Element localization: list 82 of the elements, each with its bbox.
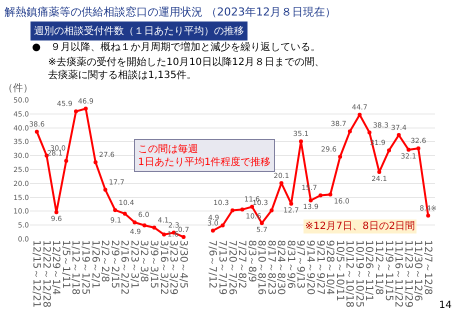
x-tick-label: 10/5～10/11 <box>334 240 345 302</box>
x-tick-label: 12/7～12/8 <box>422 240 433 295</box>
x-tick-label: 11/2～11/8 <box>372 240 384 295</box>
text: ※去痰薬の受付を開始した10月10日以降12月８日までの間、去痰薬に関する相談は1,135件。 <box>48 56 325 81</box>
point <box>367 130 372 135</box>
point <box>328 192 332 197</box>
x-tick-label: 2/23～3/1 <box>128 240 140 289</box>
point <box>279 181 284 186</box>
point <box>142 223 146 228</box>
x-tick-label: 8/17～8/23 <box>265 240 276 295</box>
point <box>34 130 39 134</box>
point <box>406 148 411 152</box>
point <box>64 158 68 163</box>
x-tick-label: 12/15～12/21 <box>30 240 42 308</box>
point <box>103 188 108 192</box>
x-tick-label: 3/23～3/29 <box>168 240 179 295</box>
x-tick-label: 9/7～9/13 <box>294 240 306 289</box>
x-tick-label: 3/30～4/5 <box>177 240 188 289</box>
chart-subtitle: 週別の相談受付件数（１日あたり平均）の推移 <box>34 25 244 37</box>
point <box>250 204 254 209</box>
point <box>318 193 323 198</box>
x-tick-label: 9/28～10/4 <box>324 240 336 295</box>
point <box>387 148 392 152</box>
point <box>122 212 127 216</box>
x-tick-label: 12/29～1/4 <box>50 240 62 295</box>
x-tick-label: 2/16～2/22 <box>118 240 130 295</box>
x-tick-label: 7/20～7/26 <box>226 240 238 295</box>
x-tick-label: 12/22～12/28 <box>40 240 52 308</box>
x-tick-label: 1/5～1/11 <box>60 240 71 289</box>
x-tick-label: 10/12～10/18 <box>344 240 355 308</box>
point <box>298 139 303 144</box>
point <box>54 210 58 214</box>
point <box>416 146 420 150</box>
x-tick-label: 10/19～10/25 <box>353 240 364 308</box>
point <box>162 232 166 237</box>
point <box>338 154 342 159</box>
x-tick-label: 10/26～11/1 <box>363 240 374 302</box>
x-tick-label: 1/19～1/25 <box>80 240 91 295</box>
point <box>220 223 225 228</box>
point <box>260 221 264 226</box>
point <box>152 226 156 230</box>
x-tick-label: 8/24～8/30 <box>275 240 286 295</box>
x-tick-label: 11/30～12/6 <box>412 240 424 302</box>
point <box>210 228 215 233</box>
x-tick-label: 2/9～2/15 <box>108 240 120 289</box>
x-tick-label: 9/21～9/27 <box>314 240 326 295</box>
point <box>426 214 430 218</box>
point <box>74 109 78 114</box>
x-tick-label: 8/10～8/16 <box>256 240 267 295</box>
point <box>308 198 313 202</box>
x-tick-label: 9/14～9/20 <box>304 240 316 295</box>
x-tick-label: 3/2～3/8 <box>138 240 150 282</box>
point <box>270 208 274 212</box>
x-tick-label: 3/16～3/22 <box>158 240 169 295</box>
point <box>182 235 186 240</box>
annotation: ※12月7日、8日の2日間 <box>305 221 416 232</box>
point <box>348 129 352 134</box>
point <box>132 220 137 224</box>
x-tick-label: 11/23～11/29 <box>402 240 414 308</box>
point <box>377 170 382 174</box>
point <box>230 208 234 212</box>
annotation: この間は毎週 1日あたり平均1件程度で推移 <box>138 143 271 168</box>
point <box>84 106 88 111</box>
x-tick-label: 2/2～2/8 <box>99 240 110 282</box>
x-tick-label: 3/9～3/15 <box>148 240 159 289</box>
point <box>289 202 294 206</box>
text: ● ９月以降、概ね１か月周期で増加と減少を繰り返している。 <box>32 41 321 53</box>
x-tick-label: 7/13～7/19 <box>216 240 228 295</box>
text: 14 <box>439 300 452 311</box>
x-tick-label: 8/3～8/9 <box>246 240 257 282</box>
x-tick-label: 1/12～1/18 <box>70 240 81 295</box>
x-tick-label: 7/6～7/12 <box>206 240 218 289</box>
x-tick-label: 11/16～11/22 <box>392 240 404 308</box>
x-tick-label: 8/31～9/6 <box>284 240 296 289</box>
point <box>240 208 244 212</box>
x-tick-label: 11/9～11/15 <box>382 240 394 302</box>
x-tick-label: 7/27～8/2 <box>236 240 248 289</box>
y-axis-title: （件） <box>3 83 33 94</box>
x-tick-label: 1/26～2/1 <box>89 240 100 289</box>
point <box>94 160 98 164</box>
point <box>113 208 118 212</box>
chart-title: 解熱鎮痛薬等の供給相談窓口の運用状況 （2023年12月８日現在） <box>4 6 336 19</box>
